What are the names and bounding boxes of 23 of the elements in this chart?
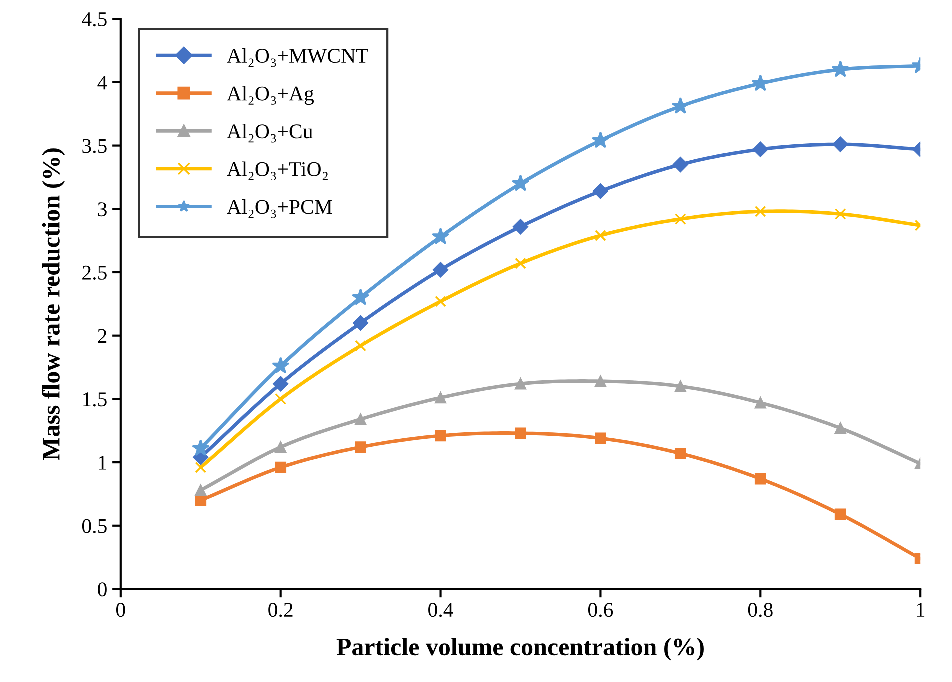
- y-tick-label: 0: [98, 582, 107, 597]
- y-tick-label: 4.5: [82, 12, 107, 27]
- y-tick-label: 1.5: [84, 392, 107, 407]
- y-tick-label: 3: [98, 202, 107, 217]
- x-tick-label: 0.4: [428, 603, 454, 618]
- x-tick-label: 0.6: [588, 603, 614, 618]
- x-tick-label: 0.2: [268, 603, 293, 618]
- x-tick-label: 0.8: [748, 603, 773, 618]
- legend-label: Al₂O₃+TiO₂: [227, 162, 328, 181]
- x-axis-title: Particle volume concentration (%): [336, 638, 704, 661]
- x-tick-label: 1: [917, 603, 925, 617]
- y-tick-label: 0.5: [82, 519, 107, 534]
- legend-label: Al₂O₃+Cu: [227, 124, 313, 143]
- y-tick-label: 1: [99, 456, 106, 470]
- legend-label: Al₂O₃+Ag: [227, 86, 314, 106]
- y-axis-title: Mass flow rate reduction (%): [42, 148, 65, 460]
- y-tick-label: 4: [98, 76, 108, 90]
- x-tick-label: 0: [116, 603, 126, 618]
- y-tick-label: 3.5: [82, 139, 107, 154]
- legend-label: Al₂O₃+PCM: [227, 200, 332, 218]
- y-tick-label: 2.5: [82, 266, 107, 280]
- legend-label: Al₂O₃+MWCNT: [227, 48, 368, 68]
- y-tick-label: 2: [98, 329, 107, 344]
